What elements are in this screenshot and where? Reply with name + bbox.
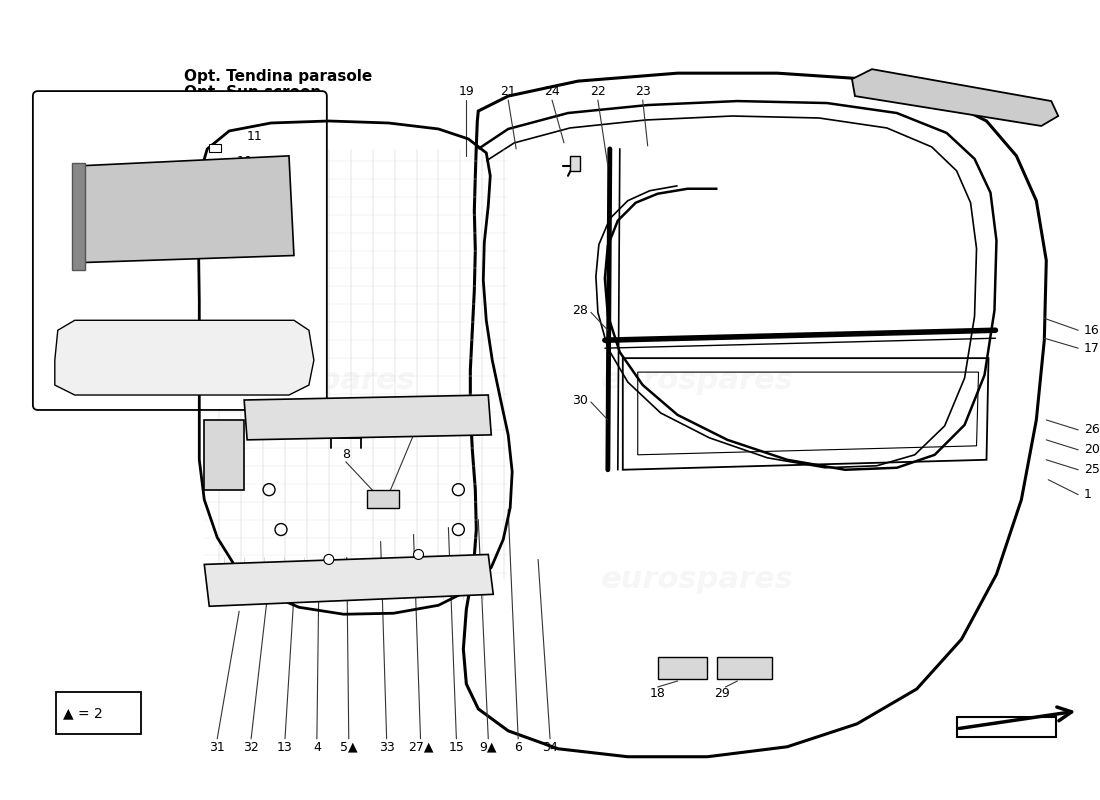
Text: 7: 7: [131, 362, 139, 374]
Text: 6: 6: [514, 741, 522, 754]
Text: ▲: ▲: [165, 363, 174, 373]
Polygon shape: [72, 163, 85, 270]
Text: Opt. Sun screen: Opt. Sun screen: [185, 85, 321, 100]
Text: 26: 26: [1085, 423, 1100, 436]
Text: 14: 14: [406, 419, 421, 433]
Text: ▲: ▲: [349, 425, 356, 435]
Text: 34: 34: [542, 741, 558, 754]
Text: 9▲: 9▲: [480, 741, 497, 754]
Text: eurospares: eurospares: [602, 366, 794, 394]
Text: 27▲: 27▲: [408, 741, 433, 754]
Polygon shape: [55, 320, 314, 395]
Circle shape: [323, 554, 333, 565]
Polygon shape: [658, 657, 707, 679]
Polygon shape: [79, 156, 294, 262]
Text: 31: 31: [209, 741, 226, 754]
Text: 1: 1: [1085, 488, 1092, 501]
Text: 20: 20: [1085, 443, 1100, 456]
Text: 3: 3: [336, 423, 344, 436]
Circle shape: [414, 550, 424, 559]
Text: 10: 10: [238, 155, 253, 168]
Text: 22: 22: [590, 85, 606, 98]
Text: 8: 8: [342, 448, 350, 462]
Polygon shape: [205, 420, 244, 490]
Polygon shape: [852, 69, 1058, 126]
Text: 28: 28: [572, 304, 587, 317]
Text: 16: 16: [1085, 324, 1100, 337]
Text: 15: 15: [449, 741, 464, 754]
Text: eurospares: eurospares: [222, 565, 415, 594]
Text: 19: 19: [459, 85, 474, 98]
Text: 11: 11: [248, 130, 263, 143]
Text: eurospares: eurospares: [602, 565, 794, 594]
Text: 33: 33: [378, 741, 395, 754]
FancyBboxPatch shape: [33, 91, 327, 410]
Text: ▲: ▲: [190, 363, 199, 373]
Text: 12: 12: [95, 371, 110, 385]
Text: 30: 30: [572, 394, 587, 406]
Text: ▲: ▲: [143, 363, 150, 373]
Text: 18: 18: [650, 687, 666, 701]
Circle shape: [275, 523, 287, 535]
Text: 25: 25: [1085, 463, 1100, 476]
Text: 23: 23: [635, 85, 650, 98]
Circle shape: [263, 484, 275, 496]
Text: 21: 21: [500, 85, 516, 98]
Circle shape: [452, 523, 464, 535]
Polygon shape: [205, 554, 493, 606]
Text: 4: 4: [312, 741, 321, 754]
Polygon shape: [717, 657, 772, 679]
Polygon shape: [209, 144, 221, 152]
Text: Opt. Tendina parasole: Opt. Tendina parasole: [185, 69, 373, 84]
Circle shape: [452, 484, 464, 496]
Polygon shape: [244, 395, 492, 440]
Text: 29: 29: [715, 687, 730, 701]
Text: 17: 17: [1085, 342, 1100, 354]
Polygon shape: [957, 717, 1056, 737]
Text: 5▲: 5▲: [340, 741, 358, 754]
Text: 32: 32: [243, 741, 258, 754]
Text: 24: 24: [544, 85, 560, 98]
Text: ▲ = 2: ▲ = 2: [63, 706, 102, 720]
Text: eurospares: eurospares: [222, 366, 415, 394]
Text: 13: 13: [277, 741, 293, 754]
FancyBboxPatch shape: [56, 692, 142, 734]
Polygon shape: [366, 490, 398, 508]
Polygon shape: [570, 156, 580, 171]
